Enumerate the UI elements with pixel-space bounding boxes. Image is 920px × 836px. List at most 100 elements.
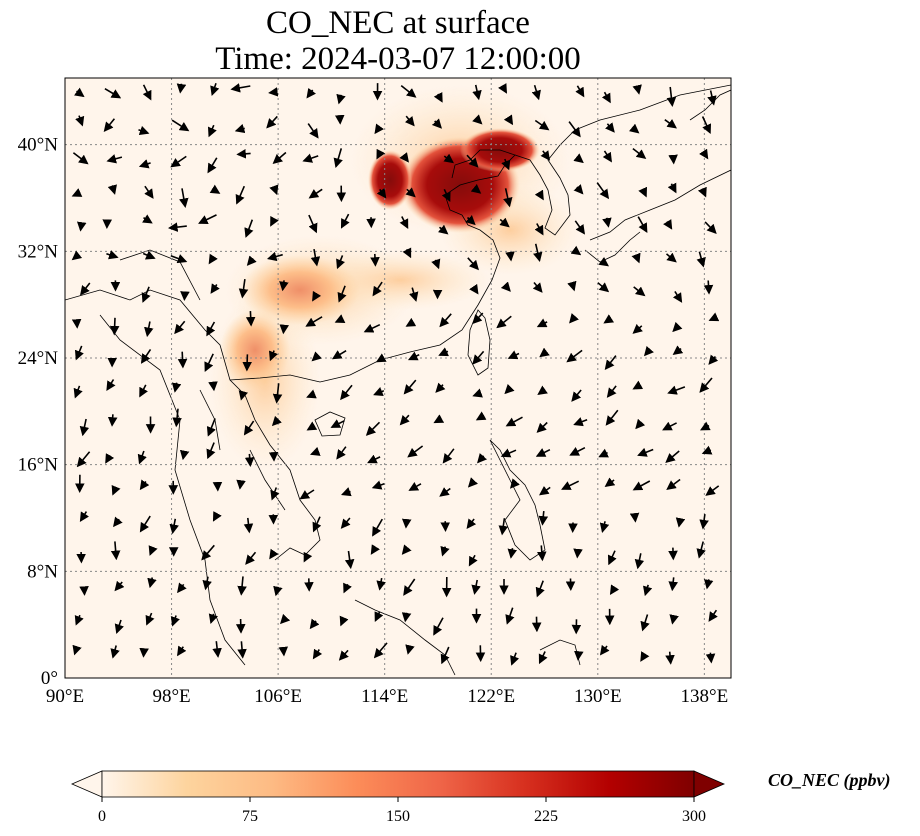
wind-arrow — [561, 480, 580, 490]
wind-arrow — [140, 348, 152, 364]
wind-arrow — [675, 517, 686, 528]
wind-arrow — [603, 314, 615, 324]
wind-arrow — [532, 281, 543, 293]
wind-arrow — [210, 83, 220, 97]
wind-arrow — [708, 354, 719, 365]
wind-arrow — [438, 347, 449, 357]
wind-arrow — [666, 86, 677, 107]
wind-arrow — [147, 577, 157, 589]
wind-arrow — [705, 652, 716, 664]
wind-arrow — [363, 323, 381, 333]
wind-arrow — [79, 511, 90, 523]
wind-arrow — [246, 255, 257, 266]
wind-arrow — [142, 84, 152, 101]
wind-arrow — [405, 187, 416, 198]
wind-arrow — [80, 282, 91, 296]
wind-arrow — [268, 87, 279, 97]
wind-arrow — [628, 123, 640, 134]
wind-arrow — [534, 223, 544, 236]
wind-arrow — [310, 248, 321, 267]
wind-arrow — [705, 485, 720, 496]
wind-arrow — [208, 253, 218, 265]
wind-arrow — [307, 123, 319, 139]
wind-arrow — [269, 184, 279, 196]
wind-arrow — [310, 446, 321, 456]
wind-arrow — [503, 188, 513, 208]
wind-arrow — [272, 151, 287, 164]
wind-arrow — [306, 389, 317, 399]
wind-arrow — [409, 287, 419, 302]
wind-arrow — [597, 282, 610, 293]
wind-arrow — [668, 577, 678, 592]
map-subtitle-time: Time: 2024-03-07 12:00:00 — [215, 41, 581, 77]
wind-arrow — [179, 188, 189, 208]
wind-arrow — [699, 421, 711, 431]
latitude-tick-label: 24°N — [18, 348, 59, 369]
wind-arrow — [268, 350, 278, 362]
wind-arrow — [699, 377, 713, 393]
wind-arrow — [139, 384, 148, 398]
wind-arrow — [312, 648, 323, 660]
wind-arrow — [340, 384, 353, 401]
wind-arrow — [235, 185, 246, 205]
wind-arrow — [533, 243, 543, 263]
wind-arrow — [632, 84, 642, 95]
wind-arrow — [75, 115, 85, 127]
wind-arrow — [399, 152, 409, 163]
wind-arrow — [440, 545, 450, 557]
wind-arrow — [113, 516, 123, 528]
wind-arrow — [212, 511, 222, 522]
wind-arrow — [443, 153, 454, 164]
wind-arrow — [142, 214, 153, 224]
wind-arrow — [535, 448, 551, 457]
wind-arrow — [538, 651, 548, 665]
wind-arrow — [399, 414, 410, 426]
wind-arrow — [340, 213, 350, 229]
wind-arrow — [74, 614, 84, 626]
wind-arrow — [309, 618, 320, 630]
latitude-tick-label: 32°N — [18, 241, 59, 262]
wind-arrow — [278, 646, 289, 657]
wind-arrow — [372, 281, 383, 297]
wind-arrow — [373, 642, 388, 659]
wind-arrow — [665, 651, 675, 665]
wind-arrow — [370, 544, 380, 555]
wind-arrow — [103, 118, 116, 132]
wind-arrow — [376, 187, 387, 199]
map-frame — [64, 77, 732, 679]
colorbar-tick-label: 0 — [98, 808, 106, 825]
wind-arrow — [137, 450, 147, 465]
wind-arrow — [367, 454, 381, 464]
wind-arrow — [601, 91, 611, 104]
wind-arrow — [604, 122, 615, 133]
wind-arrow — [472, 350, 485, 365]
wind-arrow — [665, 450, 680, 463]
wind-arrow — [244, 453, 255, 467]
wind-arrow — [139, 515, 151, 533]
wind-arrow — [605, 409, 619, 426]
longitude-tick-label: 114°E — [361, 686, 408, 707]
wind-arrow — [701, 445, 713, 455]
wind-arrow — [477, 453, 488, 464]
wind-arrow — [472, 312, 484, 325]
wind-arrow — [505, 251, 515, 262]
wind-arrow — [344, 550, 355, 570]
wind-arrow — [602, 150, 612, 163]
wind-arrow — [365, 421, 381, 436]
colorbar-min-extension — [70, 770, 103, 798]
wind-arrow — [440, 646, 450, 665]
wind-arrow — [340, 487, 352, 497]
wind-arrow — [707, 90, 717, 106]
wind-arrow — [637, 216, 648, 233]
wind-arrow — [280, 613, 291, 625]
wind-arrow — [374, 611, 384, 622]
wind-arrow — [466, 518, 477, 529]
wind-arrow — [271, 415, 282, 427]
longitude-tick-label: 130°E — [574, 686, 622, 707]
wind-arrow — [534, 189, 544, 201]
wind-arrow — [206, 442, 216, 460]
wind-arrow — [212, 641, 222, 658]
wind-arrow — [230, 83, 251, 93]
wind-arrow — [180, 291, 190, 301]
wind-arrow — [471, 579, 481, 595]
